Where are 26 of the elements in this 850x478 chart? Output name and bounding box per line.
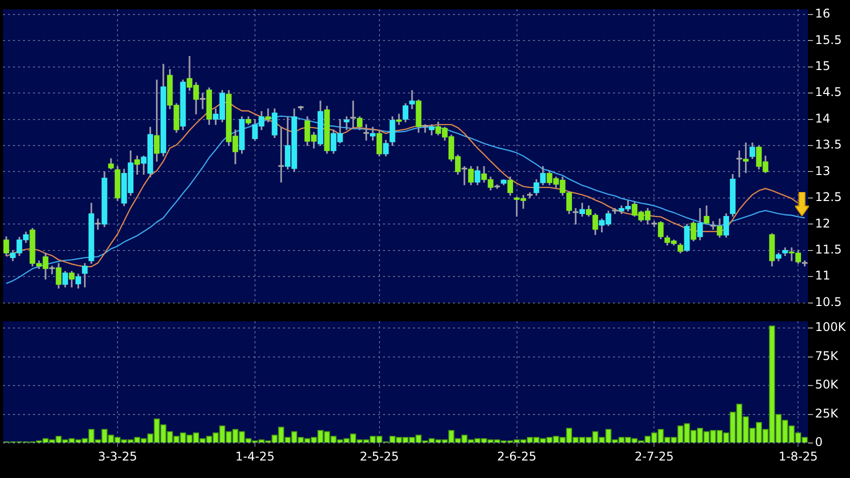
y-tick-label: 75K xyxy=(815,348,840,363)
y-tick-label: 14 xyxy=(815,111,830,126)
x-tick-label: 2-6-25 xyxy=(497,449,536,464)
candlestick xyxy=(265,108,271,122)
y-tick-label: 10.5 xyxy=(815,294,842,309)
y-tick-label: 15 xyxy=(815,58,830,73)
y-tick-label: 15.5 xyxy=(815,32,842,47)
candlestick xyxy=(409,90,415,110)
x-tick-label: 2-7-25 xyxy=(634,449,674,464)
y-tick-label: 13.5 xyxy=(815,138,842,152)
y-tick-label: 11.5 xyxy=(815,242,842,256)
x-tick-label: 3-3-25 xyxy=(98,449,138,464)
y-tick-label: 12.5 xyxy=(815,190,842,204)
y-tick-label: 25K xyxy=(815,406,840,420)
x-tick-label: 1-4-25 xyxy=(235,449,275,464)
x-tick-label: 1-8-25 xyxy=(778,449,818,464)
x-tick-label: 2-5-25 xyxy=(360,449,399,464)
y-tick-label: 14.5 xyxy=(815,85,842,100)
candlestick xyxy=(396,114,402,125)
y-tick-label: 13 xyxy=(815,164,830,178)
y-tick-label: 50K xyxy=(815,378,840,392)
y-tick-label: 11 xyxy=(815,268,830,283)
y-tick-label: 100K xyxy=(815,320,847,334)
y-tick-label: 12 xyxy=(815,216,830,230)
y-tick-label: 16 xyxy=(815,6,830,21)
y-tick-label: 0 xyxy=(815,435,823,450)
